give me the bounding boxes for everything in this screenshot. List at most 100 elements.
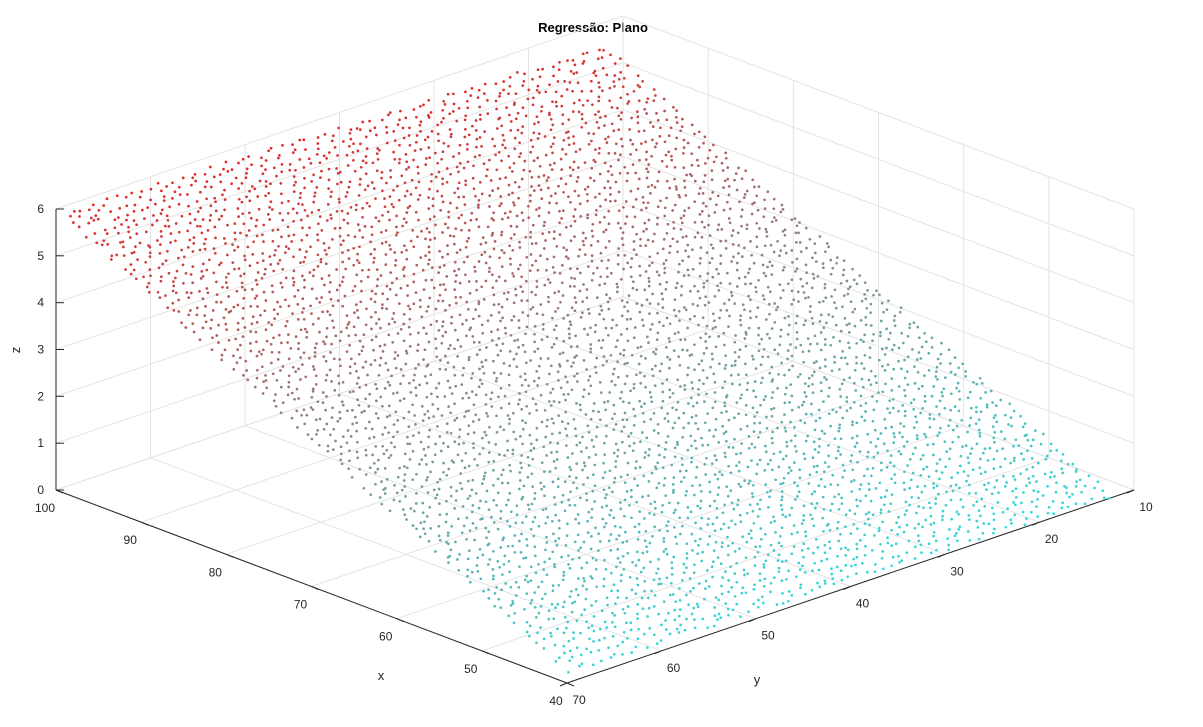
- data-point: [475, 280, 478, 283]
- data-point: [240, 281, 244, 285]
- data-point: [306, 214, 309, 218]
- data-point: [175, 269, 179, 273]
- data-point: [274, 393, 277, 396]
- data-point: [838, 423, 842, 427]
- data-point: [485, 489, 489, 493]
- data-point: [439, 283, 442, 287]
- data-point: [563, 600, 566, 604]
- data-point: [398, 499, 402, 503]
- data-point: [518, 479, 522, 482]
- data-point: [755, 194, 759, 198]
- data-point: [453, 347, 456, 351]
- data-point: [284, 276, 288, 280]
- data-point: [522, 484, 526, 488]
- data-point: [280, 192, 283, 196]
- data-point: [1003, 485, 1007, 488]
- data-point: [391, 317, 394, 321]
- data-point: [545, 382, 549, 386]
- data-point: [466, 142, 469, 146]
- data-point: [446, 226, 450, 230]
- data-point: [759, 403, 762, 407]
- data-point: [148, 251, 152, 255]
- data-point: [671, 426, 675, 430]
- data-point: [553, 503, 557, 506]
- data-point: [391, 341, 395, 344]
- data-point: [401, 268, 405, 271]
- data-point: [611, 417, 614, 421]
- data-point: [533, 122, 536, 126]
- data-point: [661, 399, 665, 403]
- data-point: [775, 308, 778, 312]
- data-point: [776, 352, 780, 356]
- data-point: [679, 623, 682, 627]
- data-point: [437, 487, 441, 491]
- data-point: [467, 280, 471, 283]
- data-point: [595, 266, 599, 270]
- data-point: [413, 149, 417, 152]
- data-point: [475, 145, 478, 149]
- data-point: [865, 306, 869, 310]
- data-point: [458, 435, 461, 439]
- data-point: [523, 159, 527, 163]
- data-point: [383, 467, 387, 470]
- data-point: [335, 268, 338, 271]
- data-point: [618, 171, 622, 175]
- data-point: [568, 595, 572, 598]
- data-point: [447, 542, 450, 546]
- data-point: [799, 419, 802, 422]
- data-point: [920, 551, 923, 554]
- data-point: [434, 550, 437, 553]
- data-point: [1022, 491, 1025, 494]
- data-point: [803, 391, 807, 394]
- data-point: [109, 258, 113, 261]
- data-point: [568, 659, 572, 663]
- data-point: [743, 479, 747, 483]
- data-point: [668, 340, 671, 343]
- data-point: [905, 509, 908, 512]
- grid-line-wall-x-horz: [55, 296, 624, 491]
- data-point: [866, 432, 870, 436]
- data-point: [626, 339, 630, 343]
- data-point: [463, 118, 467, 122]
- data-point: [883, 353, 887, 356]
- data-point: [765, 415, 768, 419]
- data-point: [381, 292, 385, 296]
- data-point: [698, 261, 702, 265]
- data-point: [787, 315, 790, 318]
- data-point: [768, 290, 772, 294]
- data-point: [688, 172, 692, 176]
- data-point: [824, 358, 827, 361]
- data-point: [730, 260, 733, 263]
- data-point: [597, 339, 601, 342]
- data-point: [650, 261, 654, 265]
- data-point: [650, 589, 653, 593]
- data-point: [710, 169, 714, 172]
- data-point: [756, 462, 759, 466]
- data-point: [372, 461, 376, 465]
- data-point: [1026, 449, 1029, 453]
- data-point: [640, 405, 643, 408]
- data-point: [560, 281, 564, 285]
- data-point: [535, 115, 539, 119]
- data-point: [323, 283, 326, 287]
- x-tick-label: 40: [549, 694, 563, 708]
- data-point: [424, 375, 427, 378]
- data-point: [330, 217, 333, 220]
- data-point: [697, 323, 700, 327]
- data-point: [616, 557, 620, 560]
- data-point: [249, 342, 252, 345]
- data-point: [147, 291, 151, 294]
- data-point: [448, 304, 451, 307]
- data-point: [577, 521, 581, 525]
- data-point: [420, 485, 424, 488]
- data-point: [900, 367, 903, 371]
- data-point: [841, 350, 845, 353]
- data-point: [919, 411, 923, 415]
- data-point: [264, 159, 268, 162]
- data-point: [682, 426, 685, 430]
- data-point: [768, 495, 771, 499]
- data-point: [898, 561, 901, 564]
- data-point: [384, 229, 388, 232]
- data-point: [573, 374, 576, 378]
- data-point: [740, 442, 743, 445]
